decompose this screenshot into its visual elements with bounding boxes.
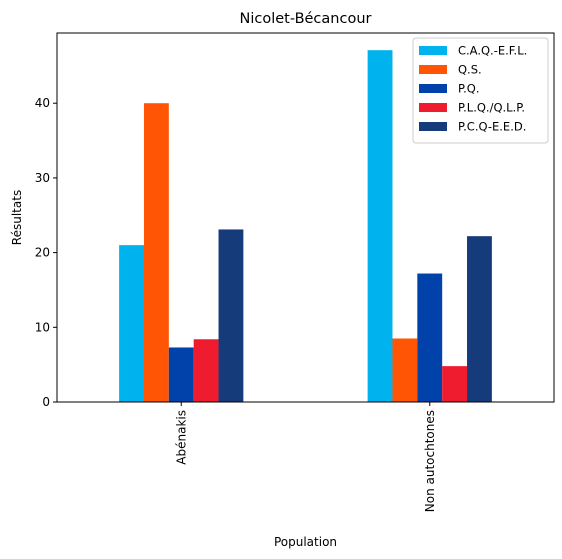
plot-area-frame [56, 32, 555, 403]
x-tick-label-0: Abénakis [174, 410, 188, 465]
legend-label-3: P.L.Q./Q.L.P. [458, 101, 525, 115]
bar-1-1 [392, 338, 418, 402]
bar-0-0 [119, 245, 144, 402]
chart-title: Nicolet-Bécancour [240, 11, 372, 27]
y-tick-label-4: 40 [35, 96, 50, 110]
legend-swatch-4 [419, 122, 447, 131]
y-axis-label: Résultats [10, 190, 24, 245]
x-tick-label-1: Non autochtones [423, 410, 437, 512]
bar-0-3 [193, 339, 219, 402]
bar-0-1 [143, 103, 169, 403]
legend-swatch-1 [419, 65, 447, 74]
bar-0-4 [218, 229, 244, 402]
legend-label-1: Q.S. [458, 63, 482, 77]
bar-0-2 [168, 347, 194, 402]
legend-label-4: P.C.Q-E.E.D. [458, 120, 526, 134]
legend-label-2: P.Q. [458, 82, 480, 96]
legend: C.A.Q.-E.F.L. Q.S. P.Q. P.L.Q./Q.L.P. P.C.Q-… [412, 37, 549, 144]
y-tick-label-2: 20 [35, 246, 50, 260]
bar-1-3 [442, 366, 468, 402]
legend-swatch-3 [419, 103, 447, 112]
bars-group [119, 50, 492, 403]
bar-1-4 [467, 236, 492, 402]
legend-box [412, 37, 549, 144]
bar-1-2 [417, 273, 443, 402]
x-axis: Abénakis Non autochtones [174, 402, 437, 512]
legend-swatch-0 [419, 46, 447, 55]
legend-swatch-2 [419, 84, 447, 93]
y-tick-label-0: 0 [42, 395, 50, 409]
bar-1-0 [367, 50, 393, 402]
y-tick-label-1: 10 [35, 320, 50, 334]
y-tick-label-3: 30 [35, 171, 50, 185]
x-axis-label: Population [274, 535, 337, 549]
legend-label-0: C.A.Q.-E.F.L. [458, 44, 527, 58]
y-axis: 0 10 20 30 40 [35, 96, 57, 409]
